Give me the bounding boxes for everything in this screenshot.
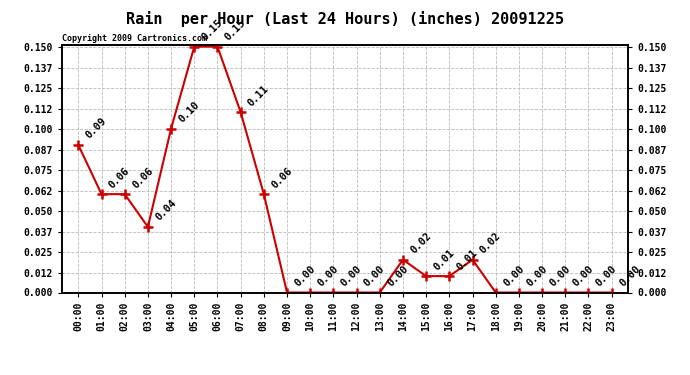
Text: 0.09: 0.09 xyxy=(84,116,108,141)
Text: 0.00: 0.00 xyxy=(316,264,341,288)
Text: 0.02: 0.02 xyxy=(408,231,433,255)
Text: 0.15: 0.15 xyxy=(223,18,248,42)
Text: 0.06: 0.06 xyxy=(130,165,155,190)
Text: 0.00: 0.00 xyxy=(571,264,595,288)
Text: 0.00: 0.00 xyxy=(594,264,619,288)
Text: 0.04: 0.04 xyxy=(153,198,178,223)
Text: 0.00: 0.00 xyxy=(362,264,387,288)
Text: 0.00: 0.00 xyxy=(339,264,364,288)
Text: 0.01: 0.01 xyxy=(455,247,480,272)
Text: 0.00: 0.00 xyxy=(501,264,526,288)
Text: 0.06: 0.06 xyxy=(107,165,132,190)
Text: 0.10: 0.10 xyxy=(177,100,201,124)
Text: Rain  per Hour (Last 24 Hours) (inches) 20091225: Rain per Hour (Last 24 Hours) (inches) 2… xyxy=(126,11,564,27)
Text: 0.06: 0.06 xyxy=(269,165,294,190)
Text: 0.11: 0.11 xyxy=(246,83,271,108)
Text: 0.00: 0.00 xyxy=(618,264,642,288)
Text: 0.02: 0.02 xyxy=(478,231,503,255)
Text: 0.00: 0.00 xyxy=(548,264,573,288)
Text: 0.00: 0.00 xyxy=(524,264,549,288)
Text: 0.01: 0.01 xyxy=(432,247,457,272)
Text: 0.15: 0.15 xyxy=(200,18,224,42)
Text: 0.00: 0.00 xyxy=(293,264,317,288)
Text: Copyright 2009 Cartronics.com: Copyright 2009 Cartronics.com xyxy=(62,33,207,42)
Text: 0.00: 0.00 xyxy=(385,264,410,288)
